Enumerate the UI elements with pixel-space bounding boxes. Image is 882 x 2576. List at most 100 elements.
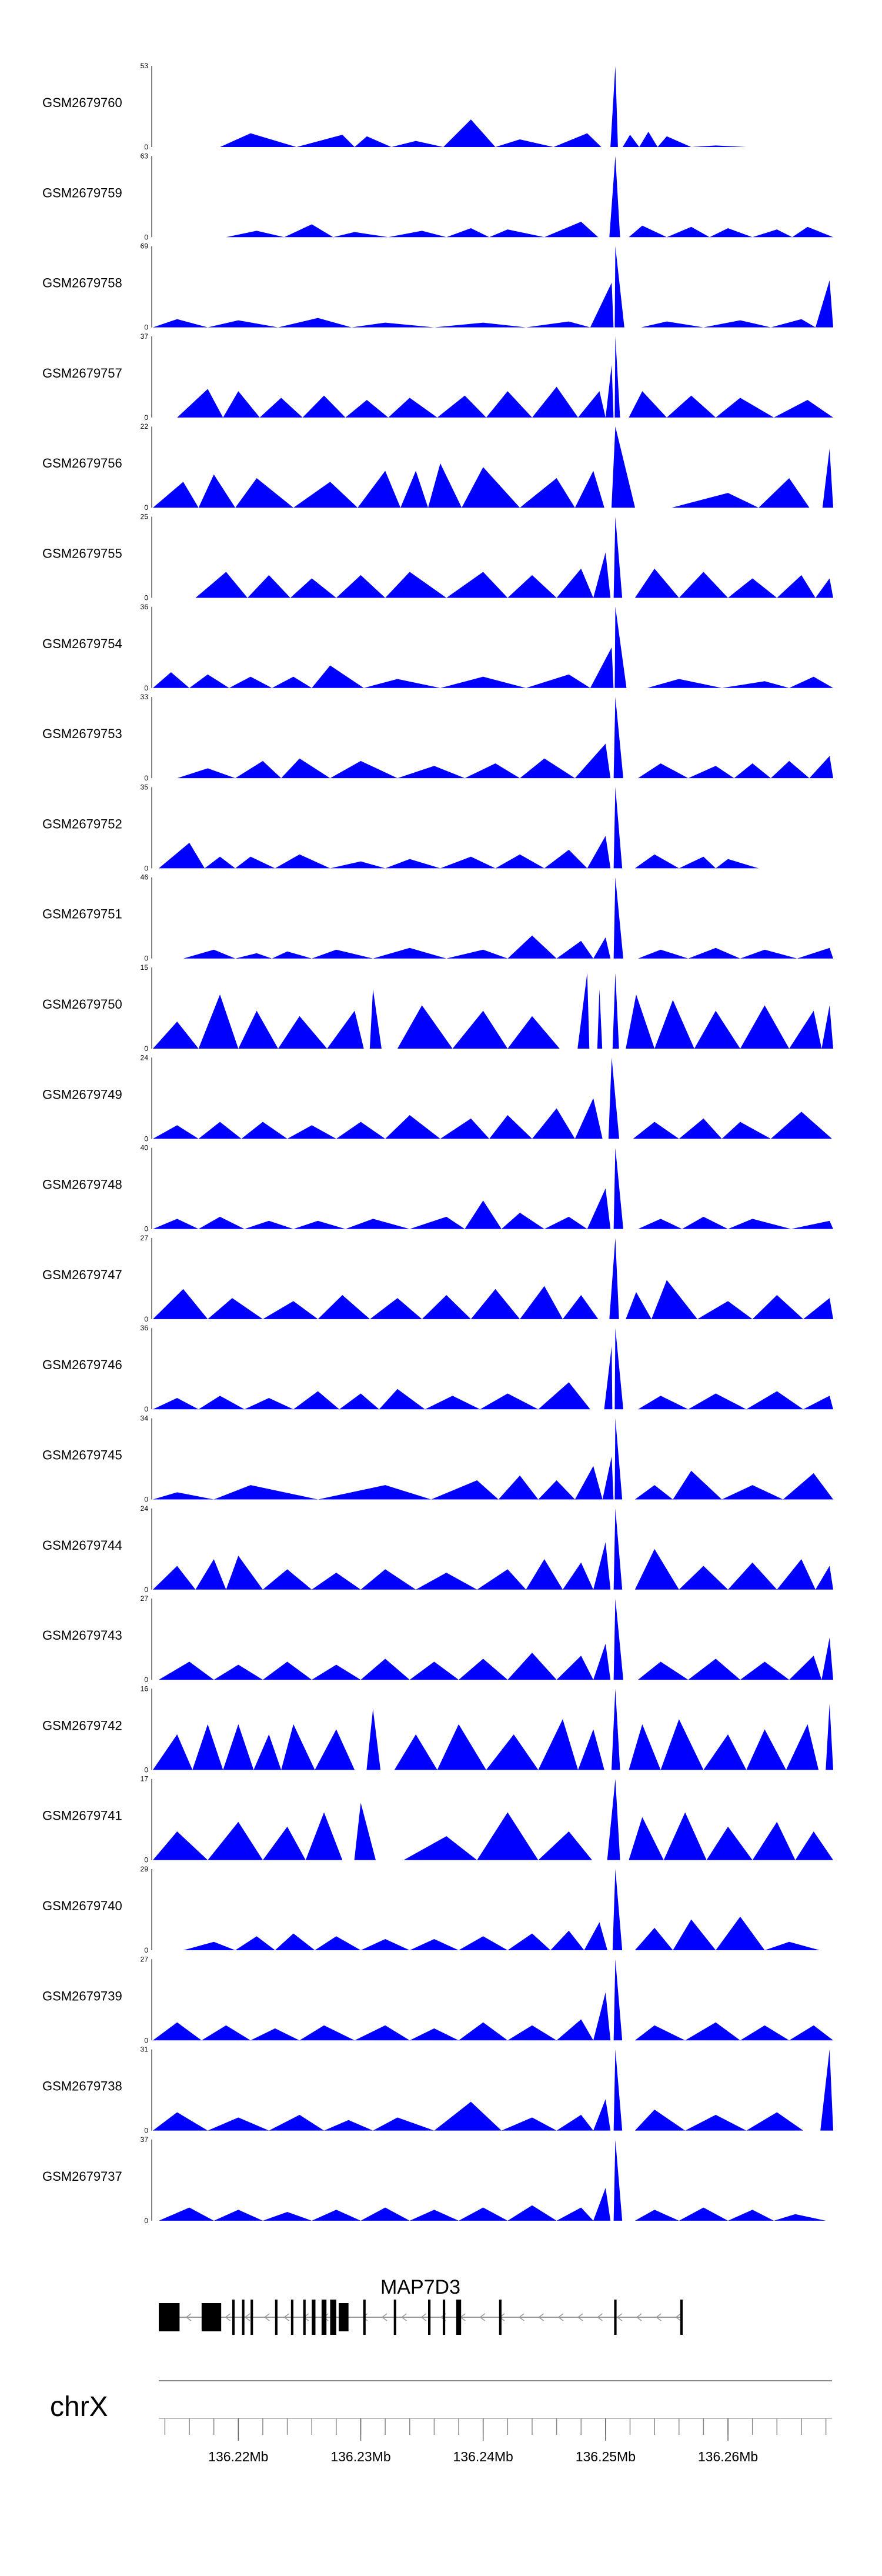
coverage-peak: [355, 2025, 410, 2041]
coverage-peak: [759, 478, 810, 508]
coverage-peak: [721, 681, 790, 688]
axis-tick-label: 136.26Mb: [698, 2449, 758, 2464]
coverage-peak: [553, 133, 602, 147]
coverage-peak: [159, 2207, 214, 2221]
track-label: GSM2679754: [42, 636, 122, 651]
coverage-peak: [577, 973, 590, 1049]
strand-arrow: [616, 2313, 623, 2321]
coverage-peak: [752, 1821, 796, 1860]
gene-exon: [499, 2300, 502, 2335]
track-GSM2679744: GSM2679744 24 0: [42, 1504, 833, 1594]
coverage-peak: [315, 1936, 361, 1950]
coverage-peak: [752, 229, 793, 238]
coverage-peak: [208, 2117, 269, 2131]
coverage-peak: [360, 2207, 410, 2221]
coverage-peak: [654, 1000, 694, 1049]
coverage-peak: [660, 1719, 704, 1770]
coverage-peak: [385, 859, 440, 869]
y-axis-zero: 0: [144, 684, 148, 692]
track-GSM2679747: GSM2679747 27 0: [42, 1234, 833, 1323]
track-label: GSM2679755: [42, 546, 122, 561]
gene-exon: [456, 2300, 462, 2335]
strand-arrow: [283, 2313, 289, 2321]
coverage-peak: [556, 2019, 594, 2041]
coverage-peak: [821, 1637, 833, 1680]
coverage-peak: [679, 1118, 722, 1139]
coverage-peak: [613, 1508, 623, 1590]
coverage-peak: [679, 1566, 729, 1590]
coverage-peak: [679, 572, 729, 598]
coverage-peak: [538, 1719, 579, 1770]
coverage-peak: [235, 953, 272, 959]
gene-exon: [330, 2300, 336, 2335]
coverage-peak: [679, 2207, 729, 2221]
y-axis-zero: 0: [144, 143, 148, 151]
coverage-peak: [213, 1664, 263, 1680]
coverage-peak: [716, 1916, 765, 1950]
y-axis-zero: 0: [144, 1225, 148, 1233]
coverage-peak: [208, 1821, 263, 1860]
coverage-peak: [358, 471, 401, 508]
y-axis-zero: 0: [144, 323, 148, 332]
track-GSM2679741: GSM2679741 17 0: [42, 1775, 833, 1864]
coverage-peak: [293, 1220, 346, 1229]
gene-exon: [303, 2300, 306, 2335]
coverage-peak: [657, 136, 691, 147]
coverage-peak: [629, 225, 667, 238]
coverage-peak: [556, 2114, 594, 2131]
coverage-peak: [587, 1188, 611, 1229]
strand-arrow: [185, 2313, 192, 2321]
coverage-peak: [269, 2114, 325, 2131]
coverage-tracks: GSM2679760530GSM2679759630GSM2679758690G…: [42, 62, 833, 2225]
axis-tick-label: 136.25Mb: [576, 2449, 636, 2464]
coverage-peak: [613, 516, 623, 598]
y-axis-max: 37: [141, 2135, 149, 2144]
coverage-peak: [486, 391, 532, 418]
y-axis-max: 36: [141, 603, 149, 611]
coverage-peak: [593, 2187, 611, 2221]
coverage-peak: [153, 1289, 208, 1319]
coverage-peak: [275, 854, 330, 869]
coverage-peak: [611, 1689, 620, 1770]
track-GSM2679752: GSM2679752 35 0: [42, 783, 759, 872]
coverage-peak: [345, 1219, 410, 1229]
coverage-peak: [694, 1010, 740, 1049]
coverage-peak: [507, 1933, 551, 1950]
coverage-peak: [437, 395, 486, 418]
coverage-peak: [208, 320, 278, 328]
coverage-peak: [593, 937, 611, 959]
coverage-peak: [597, 989, 603, 1049]
coverage-peak: [459, 1936, 508, 1950]
coverage-peak: [434, 322, 526, 328]
coverage-peak: [538, 1831, 592, 1860]
track-GSM2679759: GSM2679759 63 0: [42, 152, 833, 241]
y-axis-max: 40: [141, 1144, 149, 1152]
coverage-peak: [226, 231, 285, 238]
gene-exon: [312, 2300, 316, 2335]
coverage-peak: [685, 2022, 740, 2041]
strand-arrow: [420, 2313, 427, 2321]
coverage-peak: [422, 1295, 471, 1319]
coverage-peak: [235, 856, 275, 869]
coverage-peak: [728, 1562, 777, 1590]
coverage-peak: [385, 1115, 440, 1139]
coverage-peak: [223, 391, 260, 418]
coverage-peak: [153, 1398, 199, 1410]
track-label: GSM2679740: [42, 1898, 122, 1913]
strand-arrow: [225, 2313, 231, 2321]
coverage-peak: [612, 973, 619, 1049]
coverage-peak: [520, 1286, 563, 1319]
coverage-peak: [703, 320, 771, 328]
coverage-peak: [746, 1729, 786, 1770]
coverage-peak: [578, 391, 606, 418]
coverage-peak: [629, 1817, 664, 1860]
coverage-peak: [153, 1566, 196, 1590]
coverage-peak: [480, 1393, 539, 1410]
gene-exon: [242, 2300, 245, 2335]
y-axis-zero: 0: [144, 1315, 148, 1323]
coverage-peak: [293, 1391, 340, 1410]
coverage-peak: [611, 426, 636, 508]
coverage-peak: [498, 1475, 539, 1500]
track-label: GSM2679738: [42, 2079, 122, 2094]
coverage-peak: [809, 756, 833, 779]
